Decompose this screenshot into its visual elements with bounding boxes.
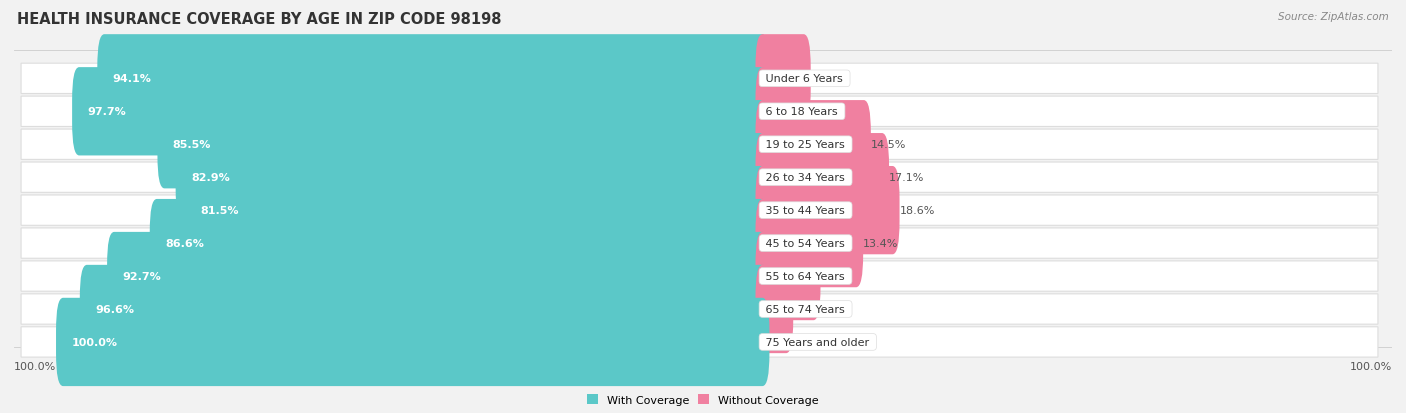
Text: HEALTH INSURANCE COVERAGE BY AGE IN ZIP CODE 98198: HEALTH INSURANCE COVERAGE BY AGE IN ZIP … [17, 12, 502, 27]
Text: 86.6%: 86.6% [165, 239, 204, 249]
FancyBboxPatch shape [21, 327, 1378, 357]
Text: 85.5%: 85.5% [173, 140, 211, 150]
FancyBboxPatch shape [755, 233, 821, 320]
FancyBboxPatch shape [21, 261, 1378, 292]
FancyBboxPatch shape [150, 199, 769, 287]
FancyBboxPatch shape [21, 163, 1378, 193]
Text: 65 to 74 Years: 65 to 74 Years [762, 304, 849, 314]
FancyBboxPatch shape [176, 134, 769, 222]
FancyBboxPatch shape [755, 68, 786, 156]
Text: 100.0%: 100.0% [72, 337, 118, 347]
Text: 18.6%: 18.6% [900, 206, 935, 216]
Text: 97.7%: 97.7% [87, 107, 127, 117]
FancyBboxPatch shape [56, 298, 769, 386]
FancyBboxPatch shape [97, 35, 769, 123]
Text: Under 6 Years: Under 6 Years [762, 74, 846, 84]
Text: 13.4%: 13.4% [863, 239, 898, 249]
Text: 35 to 44 Years: 35 to 44 Years [762, 206, 849, 216]
Text: 82.9%: 82.9% [191, 173, 229, 183]
Text: 6 to 18 Years: 6 to 18 Years [762, 107, 842, 117]
FancyBboxPatch shape [21, 64, 1378, 94]
Text: 92.7%: 92.7% [122, 271, 162, 281]
Text: 94.1%: 94.1% [112, 74, 152, 84]
Text: 100.0%: 100.0% [14, 361, 56, 371]
FancyBboxPatch shape [72, 68, 769, 156]
Text: 45 to 54 Years: 45 to 54 Years [762, 239, 849, 249]
Legend: With Coverage, Without Coverage: With Coverage, Without Coverage [588, 394, 818, 405]
Text: 2.3%: 2.3% [786, 107, 814, 117]
FancyBboxPatch shape [755, 199, 863, 287]
Text: 96.6%: 96.6% [96, 304, 134, 314]
FancyBboxPatch shape [755, 265, 793, 353]
FancyBboxPatch shape [755, 35, 811, 123]
FancyBboxPatch shape [21, 195, 1378, 226]
Text: 81.5%: 81.5% [201, 206, 239, 216]
Text: 26 to 34 Years: 26 to 34 Years [762, 173, 849, 183]
Text: 19 to 25 Years: 19 to 25 Years [762, 140, 849, 150]
Text: Source: ZipAtlas.com: Source: ZipAtlas.com [1278, 12, 1389, 22]
Text: 75 Years and older: 75 Years and older [762, 337, 873, 347]
Text: 0.0%: 0.0% [769, 337, 797, 347]
Text: 5.9%: 5.9% [811, 74, 839, 84]
FancyBboxPatch shape [21, 130, 1378, 160]
FancyBboxPatch shape [21, 228, 1378, 259]
Text: 17.1%: 17.1% [889, 173, 924, 183]
FancyBboxPatch shape [755, 101, 870, 189]
FancyBboxPatch shape [755, 134, 889, 222]
FancyBboxPatch shape [21, 97, 1378, 127]
FancyBboxPatch shape [21, 294, 1378, 324]
FancyBboxPatch shape [755, 166, 900, 255]
Text: 7.3%: 7.3% [821, 271, 849, 281]
Text: 14.5%: 14.5% [870, 140, 907, 150]
Text: 55 to 64 Years: 55 to 64 Years [762, 271, 849, 281]
FancyBboxPatch shape [186, 166, 769, 255]
FancyBboxPatch shape [80, 265, 769, 353]
FancyBboxPatch shape [107, 233, 769, 320]
Text: 3.4%: 3.4% [793, 304, 821, 314]
Text: 100.0%: 100.0% [1350, 361, 1392, 371]
FancyBboxPatch shape [157, 101, 769, 189]
